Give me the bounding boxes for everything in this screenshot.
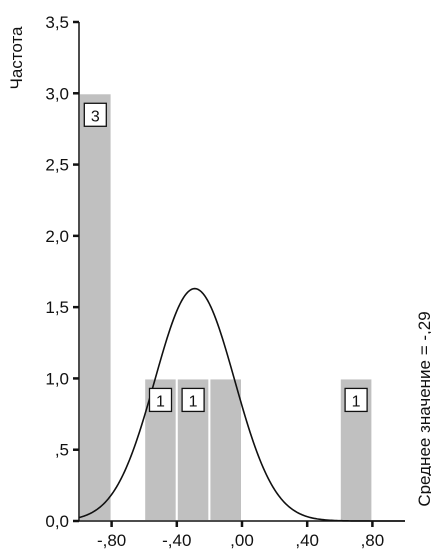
- data-label-2: 1: [189, 393, 198, 410]
- data-label-box-0: [83, 102, 107, 127]
- axes-layer: 0,0 ,5 1,0 1,5 2,0 2,5 3,0 3,5 -,80 -,40 ,00 ,40 ,80: [45, 13, 405, 550]
- y-axis-title: Частота: [7, 26, 26, 90]
- data-label-0: 3: [91, 108, 100, 125]
- data-labels-layer: 3 1 1 1: [83, 102, 368, 413]
- bars-layer: [78, 92, 374, 523]
- data-label-box-2: [181, 387, 205, 413]
- y-tick-label-0: 0,0: [45, 512, 69, 531]
- x-tick-label-1: -,40: [162, 531, 191, 550]
- x-tick-label-2: ,00: [230, 531, 254, 550]
- data-label-3: 1: [352, 393, 361, 410]
- y-tick-label-1: ,5: [55, 441, 69, 460]
- histogram-bar-4: [208, 377, 243, 522]
- histogram-bar-0: [78, 92, 113, 523]
- y-tick-label-4: 2,0: [45, 227, 69, 246]
- y-tick-label-6: 3,0: [45, 84, 69, 103]
- x-tick-label-3: ,40: [295, 531, 319, 550]
- y-tick-label-3: 1,5: [45, 298, 69, 317]
- x-tick-label-0: -,80: [97, 531, 126, 550]
- data-label-1: 1: [156, 393, 165, 410]
- data-label-box-1: [148, 387, 173, 413]
- x-tick-label-4: ,80: [361, 531, 385, 550]
- y-tick-label-2: 1,0: [45, 369, 69, 388]
- y-tick-label-7: 3,5: [45, 13, 69, 32]
- mean-annotation: Среднее значение = -,29: [415, 311, 431, 506]
- data-label-box-3: [344, 387, 368, 413]
- y-tick-label-5: 2,5: [45, 156, 69, 175]
